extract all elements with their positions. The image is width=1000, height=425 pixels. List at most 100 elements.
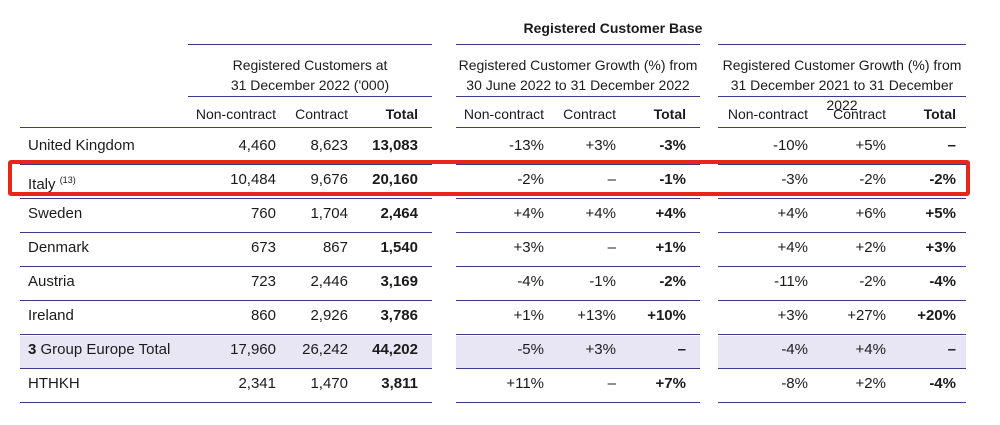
- table-cell: 2,446: [310, 273, 348, 290]
- table-cell: –: [607, 171, 616, 188]
- group-header-line: 31 December 2021 to 31 December 2022: [730, 77, 954, 113]
- group-header-registered: Registered Customers at 31 December 2022…: [188, 55, 432, 95]
- table-cell: 2,464: [380, 205, 418, 222]
- table-cell: -13%: [508, 137, 544, 154]
- table-cell: -3%: [781, 171, 808, 188]
- total-row-shade: [718, 336, 966, 369]
- row-rule: [456, 368, 700, 369]
- table-cell: +4%: [655, 205, 686, 222]
- subheader-rule-3: [718, 96, 966, 97]
- row-rule: [20, 198, 432, 199]
- row-rule: [718, 164, 966, 165]
- table-cell: +1%: [513, 307, 544, 324]
- row-rule: [718, 198, 966, 199]
- row-label-text: Denmark: [28, 239, 89, 256]
- table-cell: -4%: [929, 375, 956, 392]
- col-header: Total: [385, 106, 418, 122]
- table-cell: 3,811: [381, 375, 418, 392]
- header-rule-2: [456, 127, 700, 128]
- table-cell: –: [607, 239, 616, 256]
- table-cell: 860: [250, 307, 276, 324]
- table-cell: -1%: [589, 273, 616, 290]
- row-rule: [718, 402, 966, 403]
- row-label-text: Group Europe Total: [40, 341, 171, 358]
- row-label-text: Ireland: [28, 307, 74, 324]
- table-cell: +3%: [513, 239, 544, 256]
- table-cell: 2,926: [310, 307, 348, 324]
- table-cell: -2%: [659, 273, 686, 290]
- table-cell: 867: [322, 239, 348, 256]
- table-cell: -11%: [774, 273, 808, 290]
- table-cell: 4,460: [238, 137, 276, 154]
- table-cell: +20%: [917, 307, 956, 324]
- table-cell: –: [607, 375, 616, 392]
- table-cell: 723: [250, 273, 276, 290]
- italy-row-highlight: [8, 160, 970, 196]
- table-cell: +7%: [655, 375, 686, 392]
- row-rule: [718, 368, 966, 369]
- table-cell: +10%: [647, 307, 686, 324]
- row-label: Italy (13): [28, 170, 76, 195]
- table-cell: 1,540: [380, 239, 418, 256]
- table-cell: 13,083: [372, 137, 418, 154]
- row-rule: [456, 300, 700, 301]
- table-cell: -2%: [859, 273, 886, 290]
- group-header-line: 30 June 2022 to 31 December 2022: [466, 77, 690, 93]
- row-label-text: Austria: [28, 273, 75, 290]
- total-row-shade: [20, 336, 432, 369]
- table-cell: +2%: [855, 239, 886, 256]
- table-cell: -10%: [772, 137, 808, 154]
- row-rule: [456, 164, 700, 165]
- table-cell: +3%: [925, 239, 956, 256]
- col-header: Total: [653, 106, 686, 122]
- row-label: Austria: [28, 272, 75, 292]
- row-label-prefix: 3: [28, 341, 37, 358]
- table-cell: -3%: [659, 137, 686, 154]
- table-cell: 26,242: [302, 341, 348, 358]
- group-rule-3: [718, 44, 966, 45]
- table-cell: -4%: [929, 273, 956, 290]
- group-header-line: Registered Customers at: [232, 57, 388, 73]
- col-header: Non-contract: [727, 106, 808, 122]
- col-header: Non-contract: [463, 106, 544, 122]
- table-cell: +3%: [585, 137, 616, 154]
- group-rule-1: [188, 44, 432, 45]
- table-cell: -4%: [517, 273, 544, 290]
- row-rule: [456, 198, 700, 199]
- row-label: Denmark: [28, 238, 89, 258]
- col-header: Non-contract: [195, 106, 276, 122]
- table-cell: +27%: [847, 307, 886, 324]
- table-cell: –: [947, 341, 956, 358]
- row-label: HTHKH: [28, 374, 80, 394]
- table-cell: 3,169: [380, 273, 418, 290]
- table-cell: +6%: [855, 205, 886, 222]
- table-cell: -5%: [517, 341, 544, 358]
- table-cell: 8,623: [310, 137, 348, 154]
- table-cell: -2%: [929, 171, 956, 188]
- table-cell: 3,786: [380, 307, 418, 324]
- row-rule: [456, 402, 700, 403]
- table-cell: +1%: [655, 239, 686, 256]
- row-rule: [20, 232, 432, 233]
- table-title: Registered Customer Base: [523, 20, 703, 36]
- row-label-text: United Kingdom: [28, 137, 135, 154]
- table-cell: +2%: [855, 375, 886, 392]
- row-label: Sweden: [28, 204, 82, 224]
- subheader-rule-1: [188, 96, 432, 97]
- group-header-growth-6m: Registered Customer Growth (%) from 30 J…: [456, 55, 700, 95]
- subheader-rule-2: [456, 96, 700, 97]
- footnote-marker: (13): [59, 175, 76, 185]
- group-header-growth-12m: Registered Customer Growth (%) from 31 D…: [718, 55, 966, 115]
- table-cell: 20,160: [372, 171, 418, 188]
- table-cell: +3%: [585, 341, 616, 358]
- row-rule: [20, 402, 432, 403]
- table-cell: -2%: [517, 171, 544, 188]
- header-rule-1: [20, 127, 432, 128]
- table-cell: -8%: [781, 375, 808, 392]
- header-rule-3: [718, 127, 966, 128]
- table-cell: –: [947, 137, 956, 154]
- row-rule: [718, 266, 966, 267]
- table-cell: +4%: [513, 205, 544, 222]
- table-cell: -1%: [659, 171, 686, 188]
- row-rule: [718, 334, 966, 335]
